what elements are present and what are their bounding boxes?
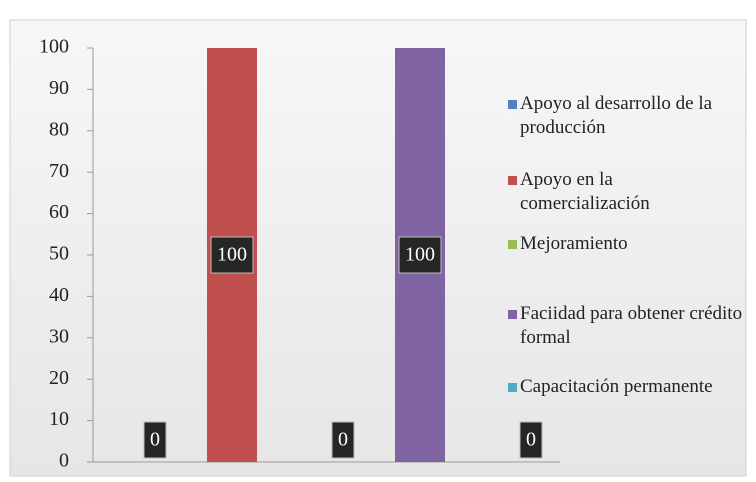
data-label-box <box>331 421 355 459</box>
data-label-box <box>398 236 442 274</box>
legend-item: Apoyo en la comercialización <box>508 168 743 216</box>
legend-item: Capacitación permanente <box>508 375 743 399</box>
data-label-text: 0 <box>526 429 536 451</box>
legend-label: Capacitación permanente <box>520 376 713 397</box>
legend-swatch <box>508 383 517 392</box>
legend-swatch <box>508 100 517 109</box>
y-tick-label: 80 <box>49 118 69 140</box>
data-label-box <box>519 421 543 459</box>
y-tick-label: 100 <box>39 36 69 58</box>
chart-panel <box>9 19 747 477</box>
legend-label: Apoyo en la comercialización <box>520 169 650 214</box>
y-tick-label: 60 <box>49 201 69 223</box>
y-tick-label: 40 <box>49 284 69 306</box>
legend-swatch <box>508 310 517 319</box>
legend-item: Mejoramiento <box>508 232 743 256</box>
data-label: 100 <box>398 236 442 274</box>
data-label-box <box>210 236 254 274</box>
y-tick-label: 30 <box>49 325 69 347</box>
data-label: 0 <box>519 421 543 459</box>
data-label-text: 100 <box>405 244 435 266</box>
legend-label: Faciidad para obtener crédito formal <box>520 303 743 348</box>
legend-label: Apoyo al desarrollo de la producción <box>520 93 713 138</box>
data-label: 0 <box>331 421 355 459</box>
legend-item: Apoyo al desarrollo de la producción <box>508 92 743 140</box>
legend-swatch <box>508 240 517 249</box>
data-label: 0 <box>143 421 167 459</box>
data-label-text: 0 <box>150 429 160 451</box>
legend-item: Faciidad para obtener crédito formal <box>508 302 743 350</box>
legend-label: Mejoramiento <box>520 233 628 254</box>
data-label: 100 <box>210 236 254 274</box>
y-tick-label: 90 <box>49 77 69 99</box>
y-tick-label: 20 <box>49 367 69 389</box>
legend-swatch <box>508 176 517 185</box>
y-tick-label: 0 <box>59 450 69 472</box>
data-label-box <box>143 421 167 459</box>
y-tick-label: 50 <box>49 243 69 265</box>
data-label-text: 0 <box>338 429 348 451</box>
data-label-text: 100 <box>217 244 247 266</box>
y-tick-label: 70 <box>49 160 69 182</box>
y-tick-label: 10 <box>49 408 69 430</box>
